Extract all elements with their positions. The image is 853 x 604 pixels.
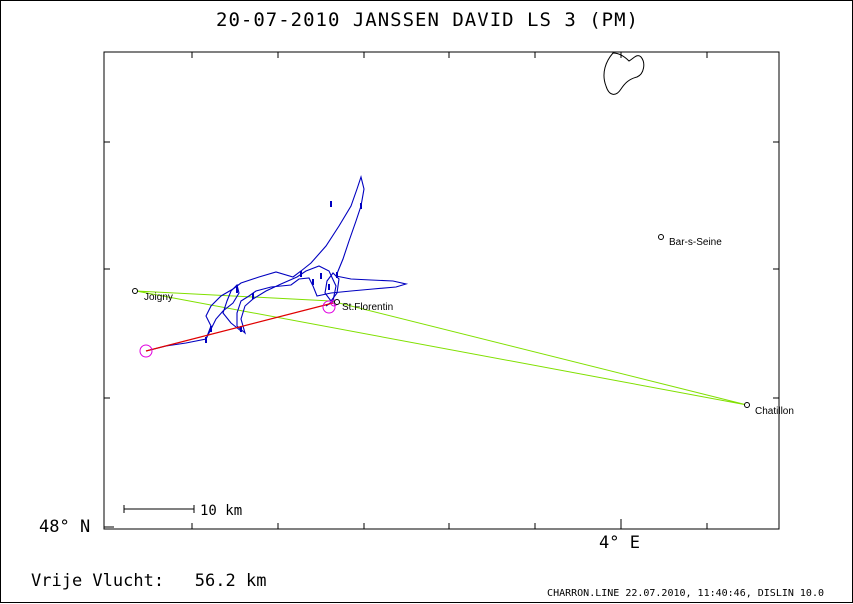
plot-frame [103,51,780,530]
place-marker [132,288,138,294]
place-label-bar-s-seine: Bar-s-Seine [669,237,722,248]
scale-bar: 10 km [123,503,242,519]
distance-value: 56.2 km [194,571,267,591]
place-label-joigny: Joigny [144,292,173,303]
bottom-ticks [191,519,708,529]
top-ticks [191,52,708,58]
place-chatillon: Chatillon [744,402,794,417]
distance-summary: Vrije Vlucht: 56.2 km [31,571,266,591]
flight-track [145,175,409,352]
credits: CHARRON.LINE 22.07.2010, 11:40:46, DISLI… [547,588,824,599]
flight-track-loop-3 [324,272,340,302]
place-marker [744,402,750,408]
place-marker [658,234,664,240]
distance-label: Vrije Vlucht: [31,571,165,591]
place-marker [334,299,340,305]
left-ticks [104,141,114,528]
longitude-label: 4° E [599,533,640,553]
place-label-st-florentin: St.Florentin [342,302,393,313]
place-label-chatillon: Chatillon [755,406,794,417]
place-st-florentin: St.Florentin [334,299,393,313]
right-ticks [773,141,779,399]
flight-title: 20-07-2010 JANSSEN DAVID LS 3 (PM) [216,9,639,31]
place-joigny: Joigny [132,288,173,303]
place-bar-s-seine: Bar-s-Seine [658,234,722,248]
lake-outline [603,52,645,95]
free-flight-line [145,302,334,352]
finish-marker [322,300,336,314]
task-route-line [135,290,748,406]
start-marker [139,344,153,358]
latitude-label: 48° N [39,517,91,537]
fix-markers [205,201,362,343]
scale-bar-label: 10 km [200,503,242,519]
